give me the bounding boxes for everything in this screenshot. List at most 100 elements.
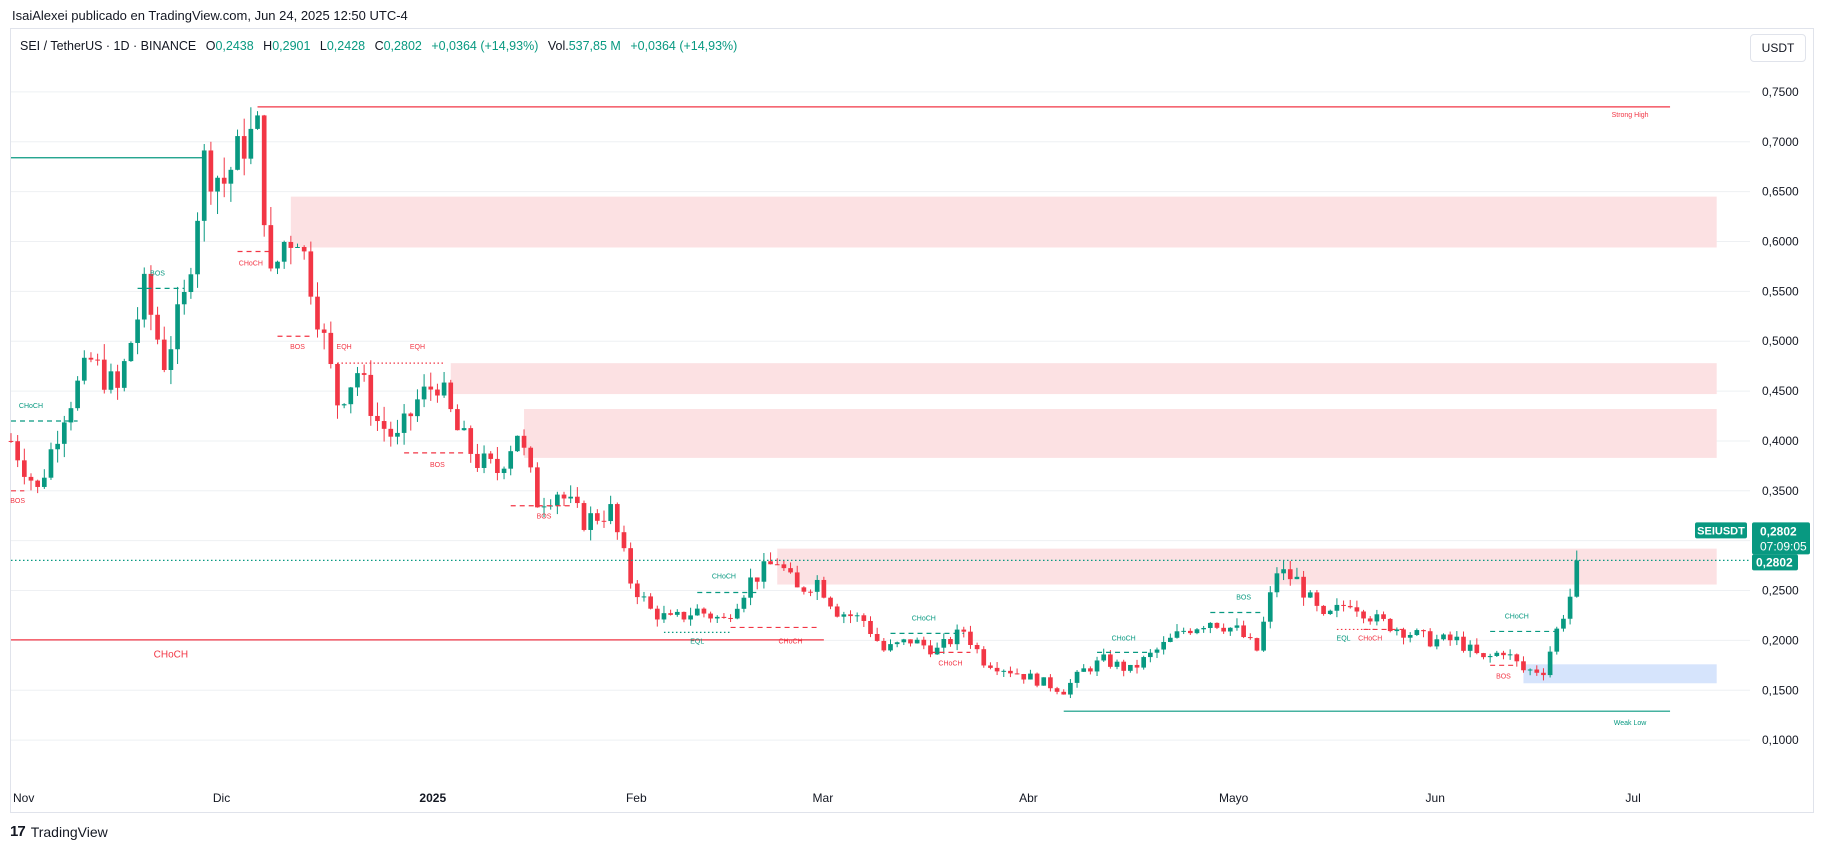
price-tick-label: 0,6000 bbox=[1762, 235, 1799, 249]
candle-body bbox=[315, 296, 320, 330]
candle-body bbox=[994, 667, 1000, 672]
candle-body bbox=[321, 329, 327, 333]
price-tick-label: 0,6500 bbox=[1762, 185, 1799, 199]
candle-body bbox=[921, 639, 927, 646]
volume-change: +0,0364 (+14,93%) bbox=[630, 39, 738, 53]
supply-zone bbox=[290, 196, 1717, 248]
candle-body bbox=[1214, 622, 1220, 628]
candle-body bbox=[1181, 630, 1186, 632]
candle-body bbox=[948, 639, 953, 645]
candle-body bbox=[828, 597, 833, 607]
candle-body bbox=[215, 177, 220, 192]
candle-body bbox=[988, 665, 993, 668]
close-badge bbox=[1752, 554, 1798, 571]
candle-body bbox=[1381, 614, 1386, 619]
candle-body bbox=[628, 548, 633, 584]
candle-body bbox=[788, 568, 793, 573]
candle-body bbox=[248, 128, 254, 159]
candle-body bbox=[181, 292, 187, 305]
candle-body bbox=[1354, 607, 1360, 612]
candle-body bbox=[188, 274, 194, 293]
candle-body bbox=[1041, 677, 1047, 686]
structure-label: EQL bbox=[1337, 635, 1351, 642]
candle-body bbox=[388, 428, 394, 437]
structure-label: CHoCH bbox=[1505, 613, 1529, 620]
candle-body bbox=[1481, 653, 1486, 658]
candle-body bbox=[141, 273, 147, 320]
price-badge bbox=[1752, 522, 1810, 555]
candle-body bbox=[634, 583, 640, 598]
structure-label: Strong High bbox=[1612, 112, 1649, 119]
ohlc-legend: SEI / TetherUS · 1D · BINANCE O0,2438 H0… bbox=[20, 39, 743, 53]
candle-body bbox=[841, 614, 847, 617]
candle-body bbox=[521, 435, 527, 448]
candle-body bbox=[1367, 618, 1373, 622]
candle-body bbox=[1028, 673, 1033, 680]
structure-label: CHoCH bbox=[1112, 635, 1136, 642]
candle-body bbox=[1234, 625, 1240, 628]
candle-body bbox=[1401, 629, 1406, 638]
candle-body bbox=[768, 561, 773, 565]
countdown-label: 07:09:05 bbox=[1760, 539, 1807, 553]
structure-label: CHoCH bbox=[239, 260, 263, 267]
candle-body bbox=[781, 564, 787, 569]
time-tick-label: 2025 bbox=[419, 791, 446, 805]
candle-body bbox=[928, 645, 933, 655]
candle-body bbox=[221, 177, 227, 184]
candle-body bbox=[208, 150, 214, 192]
time-tick-label: Nov bbox=[13, 791, 34, 805]
candle-body bbox=[88, 357, 94, 360]
symbol-badge-label: SEIUSDT bbox=[1697, 525, 1745, 537]
candle-body bbox=[375, 415, 380, 422]
candle-body bbox=[654, 608, 660, 620]
candle-body bbox=[115, 371, 120, 388]
candle-body bbox=[1008, 670, 1013, 674]
volume-label: Vol. bbox=[547, 39, 569, 53]
candle-body bbox=[1561, 618, 1566, 629]
structure-label: BOS bbox=[1496, 673, 1511, 680]
open-label: O bbox=[205, 39, 216, 53]
symbol-label[interactable]: SEI / TetherUS · 1D · BINANCE bbox=[20, 39, 197, 53]
candle-body bbox=[1341, 604, 1346, 606]
structure-label: BOS bbox=[290, 344, 305, 351]
candle-body bbox=[1274, 573, 1280, 593]
candle-body bbox=[441, 382, 447, 396]
candle-body bbox=[421, 386, 427, 400]
candle-body bbox=[448, 382, 454, 410]
candle-body bbox=[1421, 630, 1426, 632]
candle-body bbox=[235, 136, 240, 170]
candle-body bbox=[1374, 614, 1380, 622]
candle-body bbox=[1094, 660, 1100, 672]
candle-body bbox=[155, 314, 160, 340]
currency-button[interactable]: USDT bbox=[1750, 34, 1806, 62]
candle-body bbox=[508, 451, 514, 469]
candle-body bbox=[1487, 655, 1493, 658]
candle-body bbox=[568, 496, 574, 499]
candle-body bbox=[401, 413, 407, 433]
candle-body bbox=[488, 453, 494, 459]
structure-label: CHoCH bbox=[912, 615, 936, 622]
candle-body bbox=[1174, 631, 1180, 638]
candle-body bbox=[295, 246, 300, 248]
candle-body bbox=[1074, 671, 1080, 683]
candle-body bbox=[475, 453, 480, 468]
candle-body bbox=[801, 587, 807, 592]
candle-body bbox=[48, 449, 54, 478]
candle-body bbox=[128, 342, 134, 362]
candle-body bbox=[1241, 625, 1246, 638]
candle-body bbox=[734, 608, 740, 619]
volume-value: 537,85 M bbox=[568, 39, 621, 53]
candle-body bbox=[35, 480, 40, 487]
candle-body bbox=[614, 504, 620, 533]
candle-body bbox=[648, 596, 653, 609]
structure-label: CHoCH bbox=[938, 660, 962, 667]
candle-body bbox=[348, 387, 354, 405]
candle-body bbox=[68, 408, 74, 423]
candle-body bbox=[1501, 652, 1506, 656]
footer-brand: 17 TradingView bbox=[10, 823, 108, 840]
structure-label: CHoCH bbox=[712, 574, 736, 581]
candle-body bbox=[1441, 634, 1446, 640]
candle-body bbox=[961, 629, 967, 632]
candle-body bbox=[1414, 630, 1420, 635]
